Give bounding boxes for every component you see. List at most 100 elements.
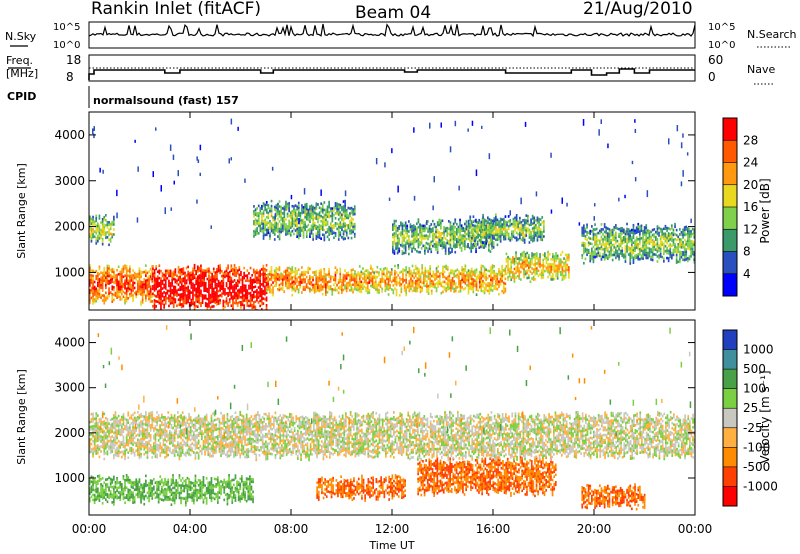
data-cell: [583, 244, 585, 247]
data-cell: [251, 304, 253, 307]
data-cell: [658, 226, 660, 230]
data-cell: [336, 268, 338, 272]
data-cell: [200, 304, 202, 308]
data-cell: [355, 273, 358, 276]
data-cell: [180, 268, 183, 271]
data-cell: [401, 252, 404, 256]
data-cell: [92, 486, 94, 489]
data-cell: [185, 279, 188, 282]
data-cell: [212, 290, 215, 293]
data-cell: [329, 214, 332, 218]
data-cell: [406, 270, 409, 274]
data-cell: [663, 232, 665, 236]
data-cell: [535, 224, 537, 227]
data-cell: [133, 291, 136, 295]
data-cell: [368, 271, 371, 274]
data-cell: [624, 252, 627, 256]
data-cell: [323, 216, 326, 219]
nave-label: Nave: [747, 63, 775, 76]
data-cell: [333, 276, 335, 279]
data-cell: [635, 243, 638, 247]
data-cell: [169, 292, 172, 295]
data-cell: [480, 233, 483, 236]
data-cell: [594, 250, 596, 254]
data-cell: [491, 234, 494, 238]
data-cell: [671, 236, 673, 240]
data-cell: [124, 301, 126, 305]
data-cell: [254, 307, 257, 310]
data-cell: [124, 279, 126, 282]
data-cell: [520, 238, 523, 241]
data-cell: [531, 254, 533, 258]
data-cell: [501, 230, 504, 234]
data-cell: [200, 294, 202, 298]
data-cell: [613, 246, 616, 249]
data-cell: [353, 210, 356, 213]
data-cell: [141, 296, 144, 299]
data-cell: [680, 256, 683, 259]
data-cell: [204, 271, 207, 275]
data-cell: [98, 272, 101, 276]
data-cell: [395, 281, 398, 284]
data-cell: [390, 288, 393, 291]
data-cell: [288, 222, 290, 225]
data-cell: [483, 271, 486, 275]
data-cell: [160, 299, 162, 303]
data-cell: [526, 264, 529, 267]
data-cell: [467, 128, 469, 132]
data-cell: [615, 246, 617, 250]
data-cell: [323, 270, 326, 274]
data-cell: [320, 189, 322, 196]
data-cell: [333, 231, 335, 235]
data-cell: [430, 240, 433, 244]
data-cell: [190, 301, 193, 304]
data-cell: [286, 215, 289, 218]
data-cell: [333, 236, 335, 240]
data-cell: [363, 278, 366, 281]
data-cell: [137, 272, 139, 276]
data-cell: [344, 199, 346, 203]
data-cell: [315, 272, 318, 276]
data-cell: [474, 229, 476, 233]
data-cell: [345, 216, 348, 220]
data-cell: [256, 232, 258, 235]
data-cell: [251, 296, 253, 300]
data-cell: [384, 162, 386, 168]
data-cell: [196, 277, 199, 281]
data-cell: [193, 306, 196, 309]
data-cell: [656, 237, 659, 241]
data-cell: [520, 253, 522, 256]
data-cell: [687, 257, 689, 260]
data-cell: [540, 274, 543, 277]
data-cell: [490, 238, 492, 242]
data-cell: [325, 218, 327, 222]
data-cell: [462, 280, 465, 284]
data-cell: [244, 299, 247, 303]
data-cell: [393, 252, 396, 255]
data-cell: [479, 224, 481, 227]
data-cell: [624, 257, 627, 261]
data-cell: [117, 293, 120, 296]
data-cell: [344, 284, 346, 287]
data-cell: [537, 269, 540, 273]
data-cell: [286, 207, 289, 211]
data-cell: [291, 266, 294, 269]
data-cell: [476, 243, 479, 246]
data-cell: [523, 263, 525, 266]
data-cell: [256, 212, 258, 215]
data-cell: [172, 300, 175, 303]
data-cell: [141, 288, 144, 292]
data-cell: [149, 272, 152, 276]
data-cell: [534, 260, 537, 264]
data-cell: [187, 293, 189, 296]
data-cell: [270, 207, 273, 210]
data-cell: [674, 245, 676, 248]
data-cell: [610, 244, 612, 247]
data-cell: [264, 290, 266, 293]
data-cell: [616, 254, 619, 258]
data-cell: [228, 300, 231, 304]
data-cell: [313, 224, 316, 227]
data-cell: [539, 223, 542, 226]
data-cell: [611, 236, 614, 239]
data-cell: [201, 293, 204, 297]
